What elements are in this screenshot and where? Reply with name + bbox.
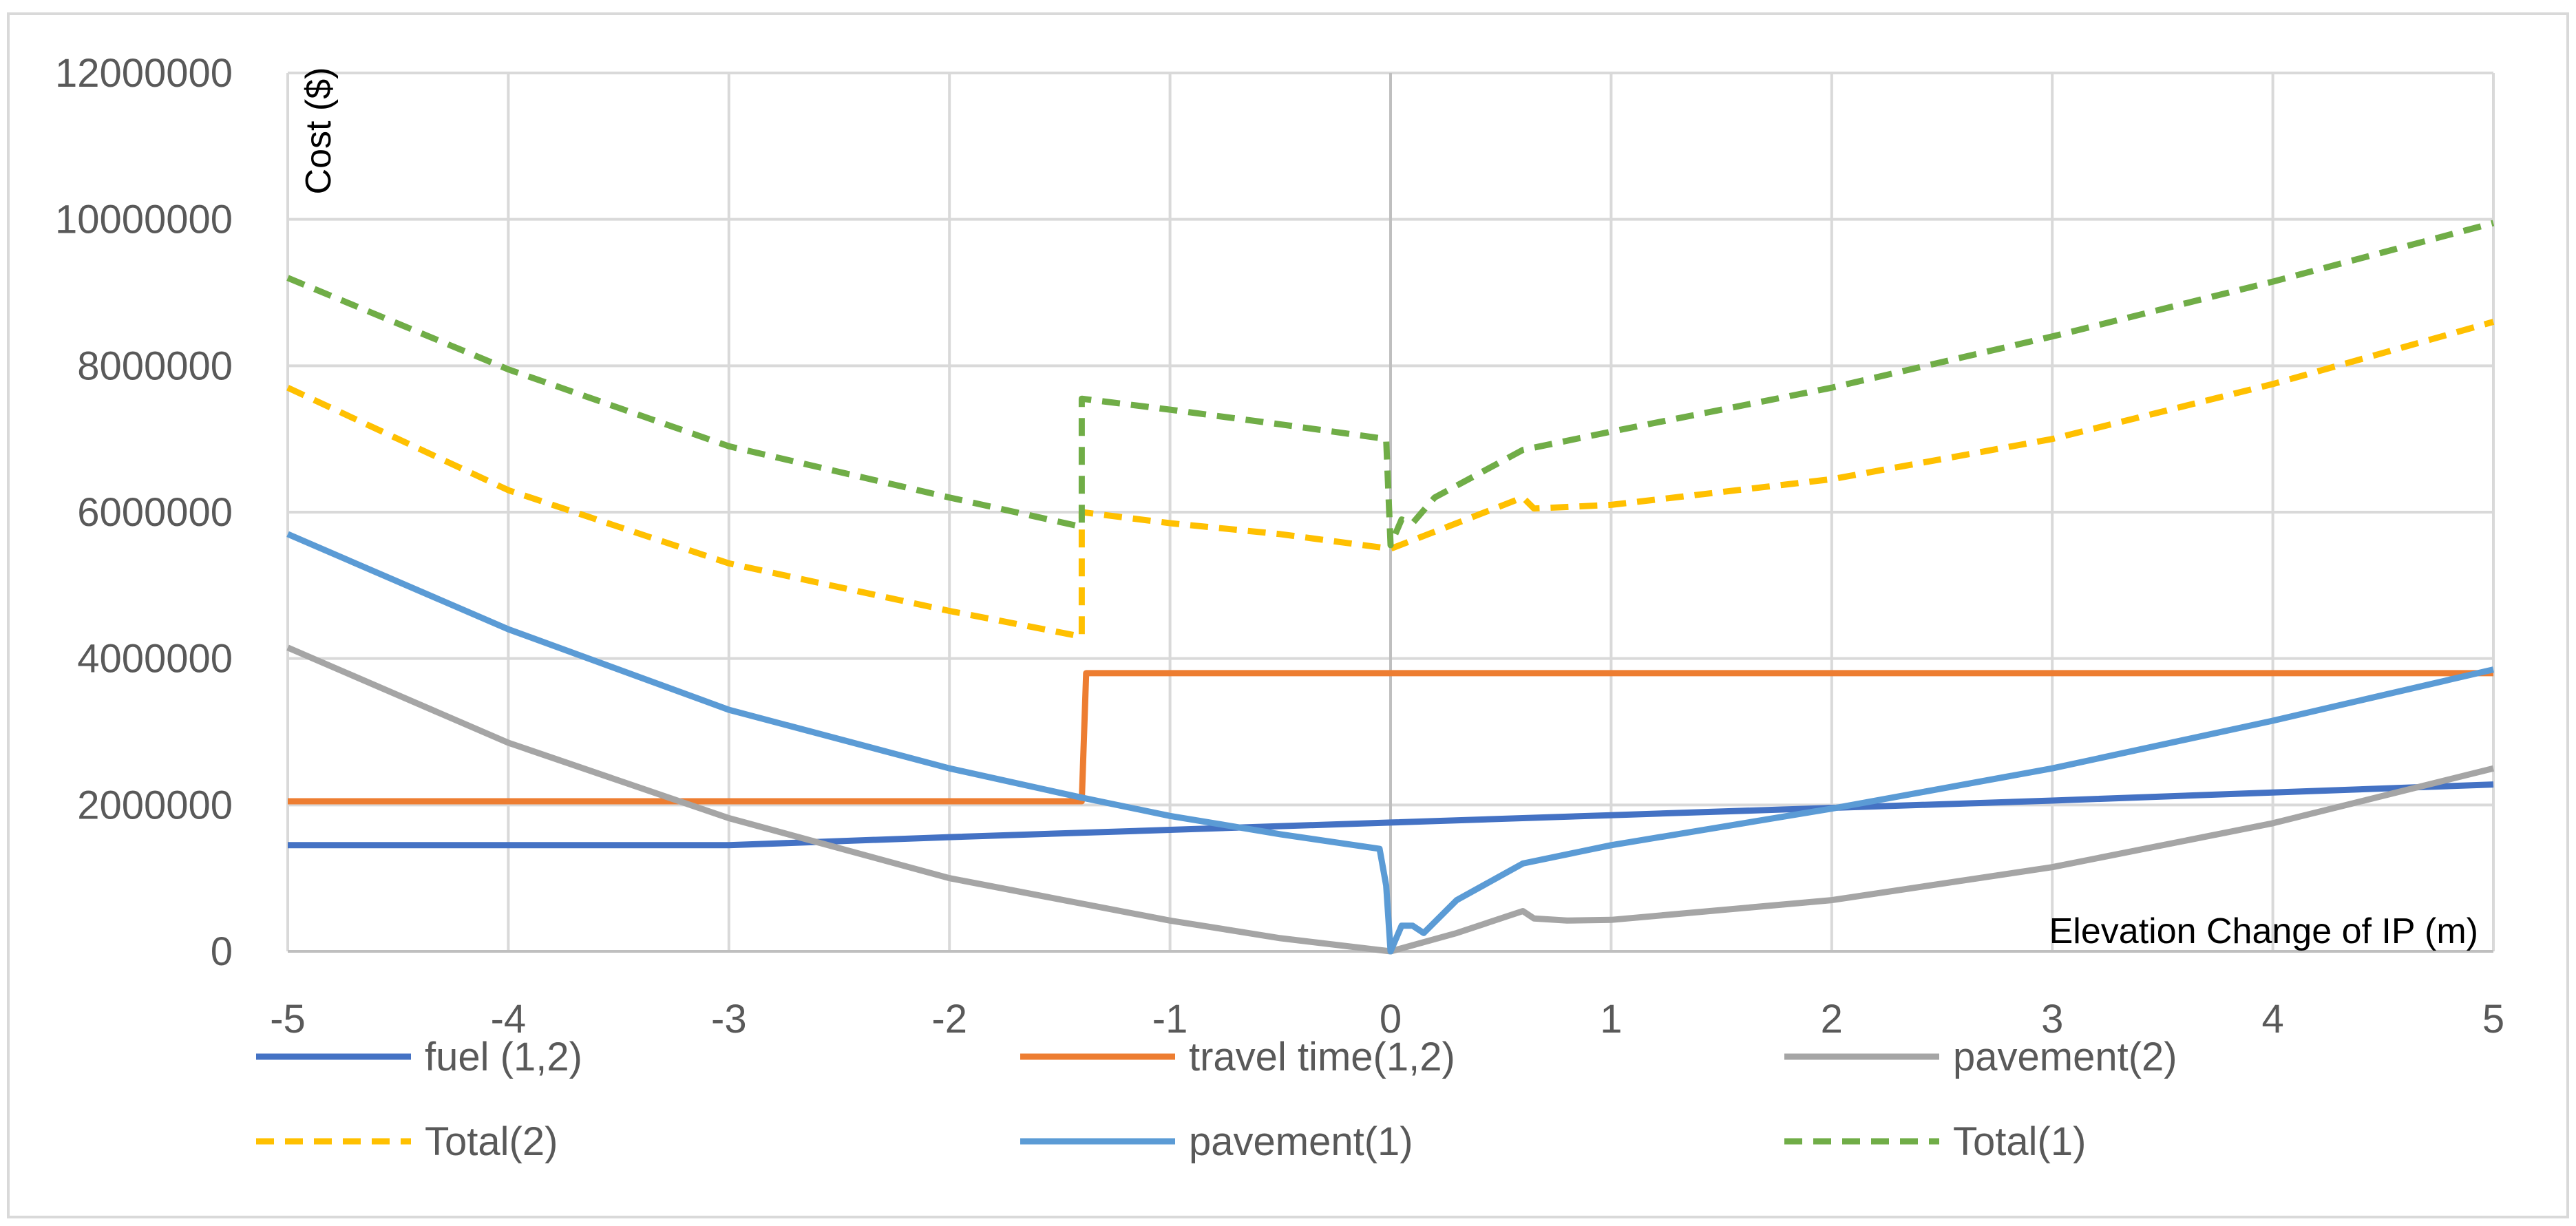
series-line-total-2 [286,319,2495,640]
series-line-total-1 [286,220,2495,549]
legend-label-fuel-1-2: fuel (1,2) [425,1035,582,1079]
x-tick-label: -1 [1152,997,1188,1042]
y-tick-label: 10000000 [55,198,233,242]
gridlines [286,72,2495,951]
y-tick-label: 6000000 [77,490,233,535]
x-tick-label: -5 [270,997,306,1042]
series-line-pavement-1 [286,531,2495,955]
y-tick-label: 8000000 [77,344,233,388]
series-line-fuel-1-2 [288,781,2494,849]
legend-label-total-2: Total(2) [425,1119,558,1164]
chart-border [7,12,2569,1218]
x-tick-label: -3 [711,997,747,1042]
x-tick-label: 1 [1600,997,1622,1042]
x-tick-label: 5 [2482,997,2504,1042]
y-tick-label: 0 [211,929,233,974]
series-lines [286,220,2495,955]
tick-labels: 0200000040000006000000800000010000000120… [55,51,2504,1042]
x-tick-label: -2 [931,997,967,1042]
x-axis-title: Elevation Change of IP (m) [2049,911,2478,951]
x-tick-label: 0 [1380,997,1402,1042]
series-line-pavement-2 [286,644,2495,955]
y-tick-label: 12000000 [55,51,233,96]
y-axis-title: Cost ($) [299,67,339,195]
legend-label-pavement-2: pavement(2) [1953,1035,2177,1079]
y-tick-label: 4000000 [77,637,233,681]
x-tick-label: 2 [1821,997,1843,1042]
legend-label-pavement-1: pavement(1) [1189,1119,1413,1164]
legend-label-total-1: Total(1) [1953,1119,2086,1164]
legend: fuel (1,2) travel time(1,2) pavement(2) Tot… [256,1035,2177,1164]
x-tick-label: 3 [2041,997,2063,1042]
x-tick-label: 4 [2261,997,2283,1042]
legend-label-travel-time-1-2: travel time(1,2) [1189,1035,1455,1079]
x-tick-label: -4 [491,997,527,1042]
y-tick-label: 2000000 [77,783,233,827]
